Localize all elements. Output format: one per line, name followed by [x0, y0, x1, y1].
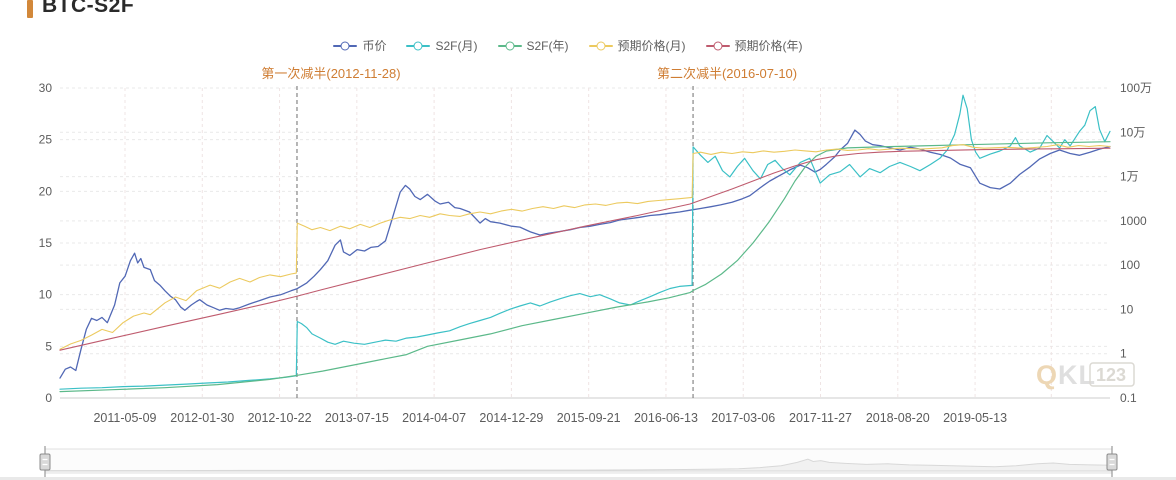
legend-marker-exp_price_year: [705, 41, 730, 50]
slider-data-shadow: [44, 458, 1113, 472]
halving-annotations: 第一次减半(2012-11-28) 第二次减半(2016-07-10): [261, 66, 797, 398]
y-right-tick-label: 1: [1120, 347, 1127, 361]
title-accent-bar: [27, 0, 33, 18]
page-bottom-edge: [0, 477, 1176, 480]
legend-label: 预期价格(月): [617, 39, 686, 53]
y-right-tick-label: 10: [1120, 302, 1134, 316]
y-right-tick-label: 100万: [1120, 81, 1152, 95]
legend-marker-circle: [505, 41, 514, 50]
x-tick-label: 2017-03-06: [711, 411, 775, 425]
x-tick-label: 2015-09-21: [557, 411, 621, 425]
chart-legend: 币价 S2F(月) S2F(年) 预期价格(月) 预期价格(年): [0, 37, 1136, 54]
x-tick-label: 2013-07-15: [325, 411, 389, 425]
legend-marker-circle: [413, 41, 423, 50]
series-line-s2f_month: [59, 94, 1111, 390]
legend-marker-circle: [596, 41, 606, 50]
legend-label: S2F(年): [526, 39, 569, 53]
datazoom-slider: [0, 446, 1176, 480]
x-tick-label: 2019-05-13: [943, 411, 1007, 425]
y-left-tick-label: 10: [39, 288, 53, 302]
legend-item-exp_price_month[interactable]: 预期价格(月): [588, 37, 686, 54]
y-left-tick-label: 25: [39, 133, 53, 147]
x-tick-label: 2016-06-13: [634, 411, 698, 425]
y-left-tick-label: 5: [45, 339, 52, 353]
legend-marker-circle: [713, 41, 723, 50]
y-left-tick-label: 20: [39, 184, 53, 198]
series-line-exp_price_year: [59, 147, 1111, 351]
legend-marker-s2f_year: [497, 41, 522, 50]
y-right-tick-label: 1万: [1120, 170, 1139, 184]
y-left-tick-label: 30: [39, 81, 53, 95]
legend-item-price[interactable]: 币价: [333, 37, 386, 54]
x-tick-label: 2018-08-20: [866, 411, 930, 425]
qkl123-watermark: QKL 123: [1036, 360, 1135, 390]
x-tick-label: 2014-12-29: [479, 411, 543, 425]
y-right-tick-label: 10万: [1120, 125, 1145, 139]
slider-handle-right[interactable]: [1106, 446, 1118, 478]
legend-label: 预期价格(年): [734, 39, 803, 53]
series-line-s2f_year: [59, 141, 1111, 393]
page-title-text: BTC-S2F: [42, 0, 135, 17]
series-line-exp_price_month: [59, 144, 1111, 350]
x-tick-label: 2014-04-07: [402, 411, 466, 425]
series-line-price: [59, 129, 1111, 379]
x-tick-label: 2011-05-09: [93, 411, 156, 425]
page-title: BTC-S2F: [27, 0, 134, 23]
y-right-tick-label: 0.1: [1120, 391, 1137, 405]
legend-marker-circle: [340, 41, 350, 50]
axis-labels: 0 5 10 15 20 25 30 0.1 1 10 100 1000 1万 10万 100万 2011-0…: [39, 81, 1152, 425]
legend-item-exp_price_year[interactable]: 预期价格(年): [705, 37, 803, 54]
y-right-tick-label: 1000: [1120, 214, 1147, 228]
x-tick-label: 2012-10-22: [248, 411, 312, 425]
legend-label: 币价: [362, 39, 387, 53]
legend-item-s2f_year[interactable]: S2F(年): [497, 37, 569, 54]
halving-label-1: 第一次减半(2012-11-28): [261, 66, 400, 81]
y-left-tick-label: 0: [45, 391, 52, 405]
y-left-tick-label: 15: [39, 236, 53, 250]
legend-marker-exp_price_month: [588, 41, 613, 50]
legend-label: S2F(月): [435, 39, 478, 53]
y-right-tick-label: 100: [1120, 258, 1140, 272]
halving-label-2: 第二次减半(2016-07-10): [657, 66, 797, 81]
legend-item-s2f_month[interactable]: S2F(月): [406, 37, 478, 54]
x-tick-label: 2017-11-27: [789, 411, 852, 425]
svg-text:QKL: QKL: [1036, 360, 1096, 390]
slider-handle-left[interactable]: [39, 446, 51, 478]
x-tick-label: 2012-01-30: [170, 411, 234, 425]
svg-text:123: 123: [1096, 365, 1126, 385]
legend-marker-price: [333, 41, 358, 50]
grid-layer: [60, 87, 1110, 399]
legend-marker-s2f_month: [406, 41, 431, 50]
